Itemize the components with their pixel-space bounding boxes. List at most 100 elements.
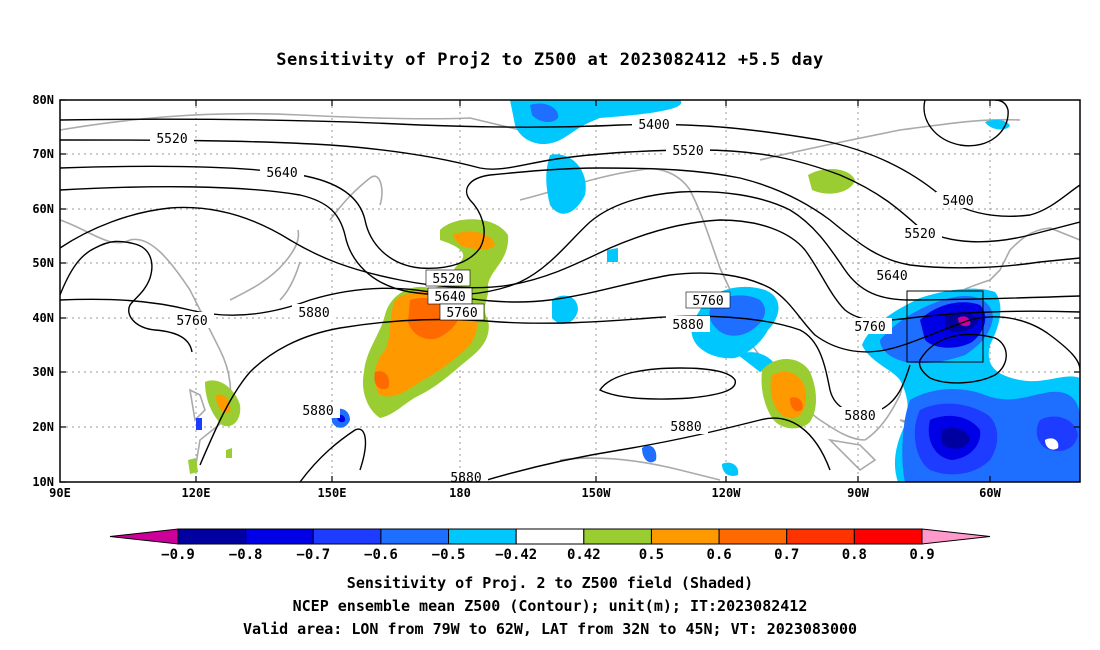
svg-text:5760: 5760	[446, 306, 477, 321]
svg-text:5520: 5520	[432, 272, 463, 287]
colorbar-segment	[448, 528, 517, 545]
contour-label: 5760	[848, 318, 892, 335]
lon-label: 60W	[979, 486, 1001, 500]
lon-label: 150E	[318, 486, 347, 500]
colorbar: −0.9 −0.8 −0.7 −0.6 −0.5 −0.42 0.42 0.5 0.6 0.7 0.…	[109, 528, 991, 563]
contour-label: 5520	[150, 130, 194, 147]
longitude-labels: 90E 120E 150E 180 150W 120W 90W 60W	[49, 486, 1001, 500]
positive-sensitivity-region	[808, 168, 855, 194]
colorbar-segment	[650, 528, 720, 545]
colorbar-over-triangle	[921, 528, 991, 545]
svg-text:5520: 5520	[672, 144, 703, 159]
negative-sensitivity-region	[530, 103, 559, 122]
svg-text:5640: 5640	[876, 269, 907, 284]
map-frame	[59, 99, 1081, 483]
negative-sensitivity-region	[196, 418, 202, 430]
svg-text:5640: 5640	[434, 290, 465, 305]
lon-label: 150W	[582, 486, 612, 500]
contour-label: 5760	[685, 291, 731, 309]
colorbar-segment	[853, 528, 923, 545]
svg-text:5760: 5760	[176, 314, 207, 329]
svg-text:5400: 5400	[942, 194, 973, 209]
svg-text:5520: 5520	[904, 227, 935, 242]
svg-text:5880: 5880	[844, 409, 875, 424]
contour-label: 5880	[296, 402, 340, 419]
lon-label: 120E	[182, 486, 211, 500]
lat-label: 20N	[32, 420, 54, 434]
axis-ticks	[60, 99, 1080, 483]
colorbar-tick-label: 0.42	[567, 547, 601, 563]
colorbar-tick-label: −0.5	[432, 547, 466, 563]
contour-label: 5760	[439, 303, 485, 321]
lat-label: 60N	[32, 202, 54, 216]
svg-text:5880: 5880	[670, 420, 701, 435]
svg-text:5880: 5880	[450, 471, 481, 486]
colorbar-tick-label: 0.5	[639, 547, 664, 563]
contour-label: 5520	[666, 142, 710, 159]
svg-text:5760: 5760	[692, 294, 723, 309]
positive-sensitivity-region	[790, 397, 803, 412]
lat-label: 50N	[32, 256, 54, 270]
contour-label: 5760	[170, 312, 214, 329]
positive-sensitivity-region	[374, 371, 390, 390]
colorbar-segment	[380, 528, 450, 545]
colorbar-segment	[583, 528, 652, 545]
colorbar-segment	[786, 528, 855, 545]
colorbar-tick-label: 0.6	[706, 547, 731, 563]
colorbar-segment	[177, 528, 247, 545]
colorbar-under-triangle	[109, 528, 179, 545]
colorbar-segment	[312, 528, 382, 545]
colorbar-segment	[718, 528, 788, 545]
svg-text:5640: 5640	[266, 166, 297, 181]
colorbar-segment	[515, 528, 585, 545]
svg-text:5760: 5760	[854, 320, 885, 335]
caption-valid-area: Valid area: LON from 79W to 62W, LAT fro…	[242, 620, 858, 638]
contour-label: 5400	[936, 192, 980, 209]
lon-label: 90E	[49, 486, 71, 500]
z500-contours	[60, 100, 1080, 482]
lat-label: 10N	[32, 475, 54, 489]
lat-label: 30N	[32, 365, 54, 379]
contour-label: 5520	[898, 225, 942, 242]
contour-label: 5880	[292, 304, 336, 321]
negative-sensitivity-region	[1045, 438, 1059, 450]
negative-sensitivity-region	[607, 248, 618, 262]
colorbar-tick-label: −0.8	[229, 547, 263, 563]
lat-label: 80N	[32, 93, 54, 107]
negative-sensitivity-region	[942, 428, 970, 449]
negative-sensitivity-region	[546, 154, 586, 214]
colorbar-tick-label: −0.9	[161, 547, 195, 563]
lat-label: 40N	[32, 311, 54, 325]
sensitivity-shading	[188, 100, 1080, 482]
colorbar-tick-label: −0.42	[495, 547, 537, 563]
negative-sensitivity-region	[642, 445, 657, 463]
negative-sensitivity-region	[552, 295, 578, 324]
colorbar-tick-label: −0.7	[296, 547, 330, 563]
caption-shaded: Sensitivity of Proj. 2 to Z500 field (Sh…	[346, 574, 754, 592]
lon-label: 180	[449, 486, 471, 500]
contour-label: 5880	[838, 407, 882, 424]
caption-contour: NCEP ensemble mean Z500 (Contour); unit(…	[292, 597, 808, 615]
svg-text:5880: 5880	[298, 306, 329, 321]
lon-label: 90W	[847, 486, 869, 500]
contour-label: 5880	[666, 316, 710, 333]
colorbar-tick-label: −0.6	[364, 547, 398, 563]
colorbar-tick-label: 0.9	[909, 547, 934, 563]
positive-sensitivity-region	[188, 458, 198, 474]
map-plot-area: 5520 5640 5760 5880 5400 5520	[60, 100, 1080, 486]
contour-label: 5880	[664, 418, 708, 435]
svg-text:5400: 5400	[638, 118, 669, 133]
lon-label: 120W	[712, 486, 742, 500]
positive-sensitivity-region	[226, 448, 232, 458]
colorbar-segment	[245, 528, 314, 545]
valid-area-box	[906, 290, 984, 363]
contour-label: 5880	[444, 470, 488, 486]
contour-label: 5640	[427, 287, 473, 305]
svg-text:5520: 5520	[156, 132, 187, 147]
contour-labels: 5520 5640 5760 5880 5400 5520	[150, 116, 980, 486]
negative-sensitivity-region	[722, 462, 739, 476]
colorbar-tick-label: 0.7	[774, 547, 799, 563]
svg-text:5880: 5880	[302, 404, 333, 419]
map-title: Sensitivity of Proj2 to Z500 at 20230824…	[276, 50, 824, 70]
